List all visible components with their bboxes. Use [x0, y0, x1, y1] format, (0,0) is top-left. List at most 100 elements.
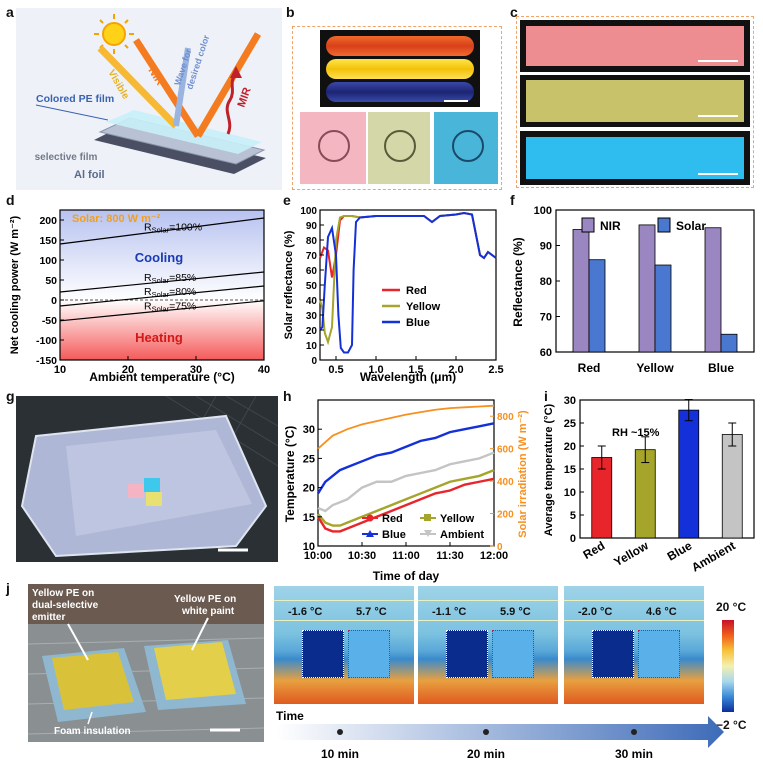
d-line-0	[59, 217, 265, 245]
d-xtick: 40	[258, 364, 270, 376]
e-xtick: 2.0	[448, 364, 463, 376]
d-xtick: 20	[122, 364, 134, 376]
blue-sheet-photo	[434, 112, 498, 184]
h-xtick: 10:30	[348, 550, 376, 562]
f-category: Red	[578, 361, 601, 375]
d-ytick: -150	[36, 355, 57, 367]
heating-region	[60, 300, 264, 360]
cold-sample	[302, 630, 344, 678]
time-dot-2	[483, 729, 489, 735]
ir-right-temp: 4.6 °C	[646, 606, 677, 618]
yellow-pe-right	[154, 642, 236, 700]
h-xtick: 12:00	[480, 550, 508, 562]
e-legend: Red Yellow Blue	[382, 285, 441, 329]
mir-wave	[225, 72, 238, 135]
legend-nir-swatch	[581, 217, 595, 233]
cooling-region	[60, 210, 264, 300]
h-ylabel: Temperature (°C)	[283, 426, 297, 523]
time-arrow: Time 10 min 20 min 30 min	[276, 710, 724, 760]
e-ytick: 0	[311, 356, 317, 367]
h-legend-yellow: Yellow	[440, 513, 475, 525]
panel-label-d: d	[6, 192, 15, 208]
blue-roll	[326, 82, 474, 102]
callout-2-pointer	[191, 617, 209, 651]
f-bar-blue-solar	[720, 333, 738, 353]
h-legend-blue: Blue	[382, 529, 406, 541]
yellow-roll	[326, 59, 474, 79]
d-line-label-0: RSolar=100%	[144, 221, 202, 234]
time-dot-3	[631, 729, 637, 735]
time-20: 20 min	[467, 747, 505, 760]
scale-bar	[444, 100, 468, 102]
e-ytick: 90	[306, 221, 318, 232]
h-legend-ambient: Ambient	[440, 529, 484, 541]
callout-2b: white paint	[181, 606, 235, 617]
h-ytick-right: 0	[497, 542, 503, 553]
panel-e-chart: 0.5 1.0 1.5 2.0 2.5 0 10 20 30 40 50 60 70 80 90 100 Re…	[283, 206, 504, 384]
heating-label: Heating	[135, 330, 183, 345]
d-line-label-2: RSolar=80%	[144, 286, 196, 299]
nir-ray	[133, 38, 201, 138]
red-sheet-photo	[300, 112, 366, 184]
j-bricks	[28, 584, 264, 624]
panel-label-h: h	[283, 388, 292, 404]
e-series-red	[319, 211, 497, 278]
f-bar-red-solar	[588, 259, 606, 353]
wave-ray	[173, 47, 191, 127]
nir-reflect	[194, 32, 262, 138]
e-ytick: 30	[306, 311, 318, 322]
panel-label-e: e	[283, 192, 291, 208]
ir-frame-3: -2.0 °C 4.6 °C	[564, 586, 704, 704]
e-xtick: 1.5	[408, 364, 423, 376]
e-ytick: 60	[306, 266, 318, 277]
i-ytick: 15	[564, 464, 576, 476]
h-series-red	[316, 477, 495, 533]
mir-arrowhead	[230, 66, 242, 78]
e-ytick: 100	[300, 206, 317, 217]
f-bar-yellow-solar	[654, 264, 672, 353]
i-ylabel: Average temperature (°C)	[543, 403, 555, 536]
h-xtick: 11:30	[436, 550, 464, 562]
f-legend: NIR Solar	[581, 217, 706, 233]
d-xtick: 10	[54, 364, 66, 376]
legend-nir: NIR	[600, 219, 621, 233]
d-line-1	[59, 271, 265, 293]
e-xlabel: Wavelength (μm)	[360, 370, 456, 384]
i-bar-blue	[678, 409, 700, 539]
time-30: 30 min	[615, 747, 653, 760]
i-ytick: 30	[564, 395, 576, 407]
f-ytick: 100	[534, 205, 552, 217]
d-ytick: 100	[39, 255, 57, 267]
e-ytick: 40	[306, 296, 318, 307]
d-ytick: 150	[39, 235, 57, 247]
red-film-photo	[520, 20, 750, 72]
warm-sample	[348, 630, 390, 678]
i-ytick: 25	[564, 418, 576, 430]
h-ytick-right: 400	[497, 477, 514, 488]
e-ytick: 20	[306, 326, 318, 337]
callout-1b: dual-selective	[32, 600, 99, 611]
ir-frame-1: -1.6 °C 5.7 °C	[274, 586, 414, 704]
h-series-yellow	[317, 468, 495, 527]
h-xtick: 10:00	[304, 550, 332, 562]
h-ytick-right: 600	[497, 445, 514, 456]
h-ytick: 25	[303, 453, 315, 465]
panel-g-photo	[16, 396, 278, 562]
legend-blue: Blue	[406, 317, 430, 329]
d-ylabel: Net cooling power (W m⁻²)	[9, 215, 21, 354]
d-line-3	[59, 300, 265, 322]
legend-solar: Solar	[676, 219, 706, 233]
callout-1a: Yellow PE on	[32, 588, 94, 599]
panel-d-chart: RSolar=100% RSolar=85%RSolar=80% RSolar=75…	[9, 209, 270, 384]
h-ytick: 10	[303, 541, 315, 553]
label-dual-2: selective film	[35, 152, 98, 163]
d-ytick: -100	[36, 335, 57, 347]
f-bar-blue-nir	[704, 227, 722, 353]
yellow-pe-left	[52, 652, 134, 710]
solar-note: Solar: 800 W m⁻²	[72, 213, 161, 225]
ir-left-temp: -2.0 °C	[578, 606, 613, 618]
h-ytick-right: 800	[497, 412, 514, 423]
panel-label-a: a	[6, 4, 14, 20]
panel-h-chart: 10:00 10:30 11:00 11:30 12:00 10 15 20 25 30 0 200 4…	[283, 399, 529, 583]
plot-frame	[59, 209, 265, 361]
